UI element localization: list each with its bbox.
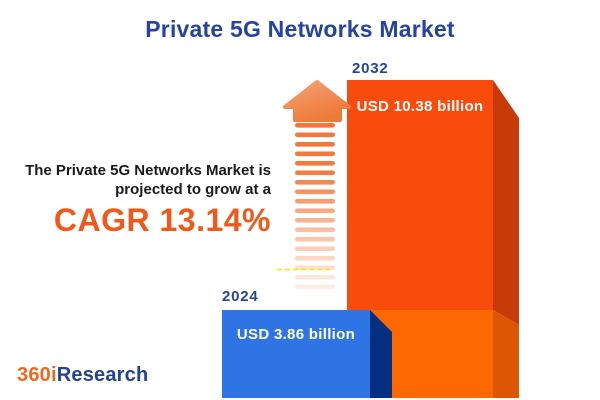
annotation-block: The Private 5G Networks Market is projec… xyxy=(25,161,271,237)
bar-2032 xyxy=(347,80,519,398)
annotation-line2: projected to grow at a xyxy=(115,181,271,198)
arrow-head xyxy=(283,80,351,122)
bar-2024-face xyxy=(222,310,370,398)
logo-360iresearch: 360iResearch xyxy=(17,364,148,387)
arrow-stripes xyxy=(295,123,335,290)
year-label-2024: 2024 xyxy=(222,288,259,305)
bar-2032-side-bottom xyxy=(493,310,519,398)
logo-part-blue: Research xyxy=(56,364,149,386)
bar-2032-side-top xyxy=(493,80,519,325)
value-label-2024: USD 3.86 billion xyxy=(236,326,356,343)
logo-part-orange: 360i xyxy=(17,364,57,386)
value-label-2032: USD 10.38 billion xyxy=(356,98,484,115)
growth-arrow-icon xyxy=(277,80,351,290)
cagr-value: CAGR 13.14% xyxy=(53,202,271,238)
year-label-2032: 2032 xyxy=(352,60,389,77)
bar-2032-face-top xyxy=(347,80,493,310)
bar-2024 xyxy=(222,310,392,398)
annotation-line1: The Private 5G Networks Market is xyxy=(25,162,271,179)
bar-2024-side xyxy=(370,310,392,398)
page-title: Private 5G Networks Market xyxy=(145,16,455,42)
